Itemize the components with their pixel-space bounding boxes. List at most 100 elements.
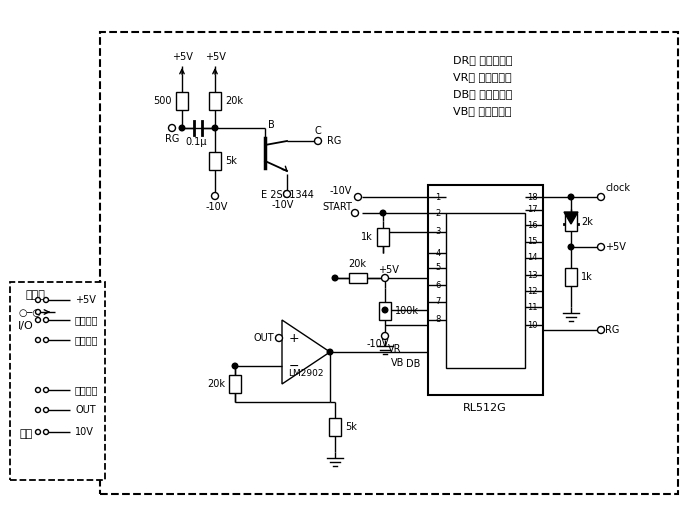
Circle shape bbox=[36, 310, 41, 314]
Text: RG: RG bbox=[605, 325, 620, 335]
Text: clock: clock bbox=[605, 183, 630, 193]
Text: -10V: -10V bbox=[367, 339, 389, 349]
Circle shape bbox=[382, 275, 388, 282]
Bar bbox=[446, 213, 525, 368]
Text: +5V: +5V bbox=[172, 52, 193, 62]
Text: 5k: 5k bbox=[345, 422, 357, 432]
Text: 时钟信号: 时钟信号 bbox=[75, 315, 99, 325]
Circle shape bbox=[43, 388, 48, 393]
Text: 10V: 10V bbox=[75, 427, 94, 437]
Text: 500: 500 bbox=[153, 96, 172, 106]
Text: 0.1μ: 0.1μ bbox=[186, 137, 206, 147]
Circle shape bbox=[276, 334, 283, 342]
Circle shape bbox=[43, 429, 48, 434]
Text: 10: 10 bbox=[526, 320, 538, 330]
Circle shape bbox=[169, 124, 176, 132]
Circle shape bbox=[351, 209, 358, 217]
Circle shape bbox=[598, 194, 605, 201]
Circle shape bbox=[332, 275, 338, 281]
Text: 18: 18 bbox=[526, 192, 538, 202]
Circle shape bbox=[354, 194, 361, 201]
Circle shape bbox=[36, 317, 41, 322]
Text: 17: 17 bbox=[526, 205, 538, 215]
Text: 2: 2 bbox=[435, 208, 440, 218]
Text: C: C bbox=[314, 126, 321, 136]
Text: 11: 11 bbox=[526, 302, 538, 312]
Circle shape bbox=[232, 363, 238, 369]
Text: 5: 5 bbox=[435, 264, 440, 272]
Circle shape bbox=[598, 244, 605, 250]
Text: 7: 7 bbox=[435, 298, 441, 307]
Text: -10V: -10V bbox=[206, 202, 228, 212]
Bar bbox=[379, 301, 391, 319]
Circle shape bbox=[327, 349, 332, 355]
Circle shape bbox=[284, 190, 290, 198]
Text: 20k: 20k bbox=[349, 259, 367, 269]
Text: +5V: +5V bbox=[204, 52, 225, 62]
Text: 计算机: 计算机 bbox=[25, 290, 45, 300]
Text: −: − bbox=[288, 360, 300, 373]
Circle shape bbox=[568, 244, 574, 250]
Circle shape bbox=[382, 307, 388, 313]
Text: +: + bbox=[288, 331, 300, 345]
Text: VB: VB bbox=[391, 358, 405, 368]
Circle shape bbox=[43, 317, 48, 322]
Text: 1: 1 bbox=[435, 192, 440, 202]
Circle shape bbox=[36, 408, 41, 412]
Text: OUT: OUT bbox=[75, 405, 96, 415]
Text: B: B bbox=[267, 120, 274, 130]
Text: VR： 虚拟再充电: VR： 虚拟再充电 bbox=[453, 72, 512, 82]
Text: 16: 16 bbox=[526, 220, 538, 230]
Text: +5V: +5V bbox=[377, 265, 398, 275]
Circle shape bbox=[179, 125, 185, 131]
Text: VB： 视频缓冲器: VB： 视频缓冲器 bbox=[453, 106, 512, 116]
Bar bbox=[377, 228, 389, 246]
Text: 1k: 1k bbox=[581, 272, 593, 282]
Circle shape bbox=[36, 298, 41, 302]
Text: 3: 3 bbox=[435, 228, 441, 236]
Circle shape bbox=[211, 192, 218, 200]
Text: +5V: +5V bbox=[75, 295, 96, 305]
Circle shape bbox=[43, 337, 48, 343]
Text: 14: 14 bbox=[526, 253, 538, 263]
Text: E 2SC1344: E 2SC1344 bbox=[260, 190, 314, 200]
Text: I/O: I/O bbox=[18, 321, 34, 331]
Circle shape bbox=[212, 125, 218, 131]
Bar bbox=[100, 32, 678, 494]
Text: 12: 12 bbox=[526, 286, 538, 296]
Text: 5k: 5k bbox=[225, 155, 237, 166]
Polygon shape bbox=[564, 212, 578, 224]
Circle shape bbox=[43, 408, 48, 412]
Bar bbox=[565, 213, 577, 231]
Text: 20k: 20k bbox=[225, 96, 243, 106]
Circle shape bbox=[380, 210, 386, 216]
Text: 100k: 100k bbox=[395, 305, 419, 315]
Text: LM2902: LM2902 bbox=[288, 369, 323, 379]
Text: 6: 6 bbox=[435, 281, 441, 289]
Bar bbox=[176, 92, 188, 110]
Bar bbox=[229, 375, 241, 393]
Circle shape bbox=[43, 298, 48, 302]
Circle shape bbox=[314, 137, 321, 144]
Text: DB： 虚拟再充电: DB： 虚拟再充电 bbox=[453, 89, 512, 99]
Circle shape bbox=[598, 327, 605, 333]
Text: OUT: OUT bbox=[253, 333, 274, 343]
Text: RG: RG bbox=[327, 136, 342, 146]
Circle shape bbox=[36, 388, 41, 393]
Circle shape bbox=[36, 337, 41, 343]
Text: DB: DB bbox=[406, 359, 420, 369]
Text: 20k: 20k bbox=[207, 379, 225, 389]
Bar bbox=[209, 92, 221, 110]
Text: START: START bbox=[322, 202, 352, 212]
Text: -10V: -10V bbox=[272, 200, 294, 210]
Text: VR: VR bbox=[389, 344, 402, 354]
Bar bbox=[10, 282, 105, 480]
Bar bbox=[329, 418, 341, 436]
Text: DR： 虚拟再充电: DR： 虚拟再充电 bbox=[453, 55, 512, 65]
Circle shape bbox=[36, 429, 41, 434]
Text: +5V: +5V bbox=[605, 242, 626, 252]
Text: 15: 15 bbox=[526, 237, 538, 247]
Text: RG: RG bbox=[164, 134, 179, 144]
Circle shape bbox=[382, 332, 388, 340]
Bar bbox=[565, 268, 577, 286]
